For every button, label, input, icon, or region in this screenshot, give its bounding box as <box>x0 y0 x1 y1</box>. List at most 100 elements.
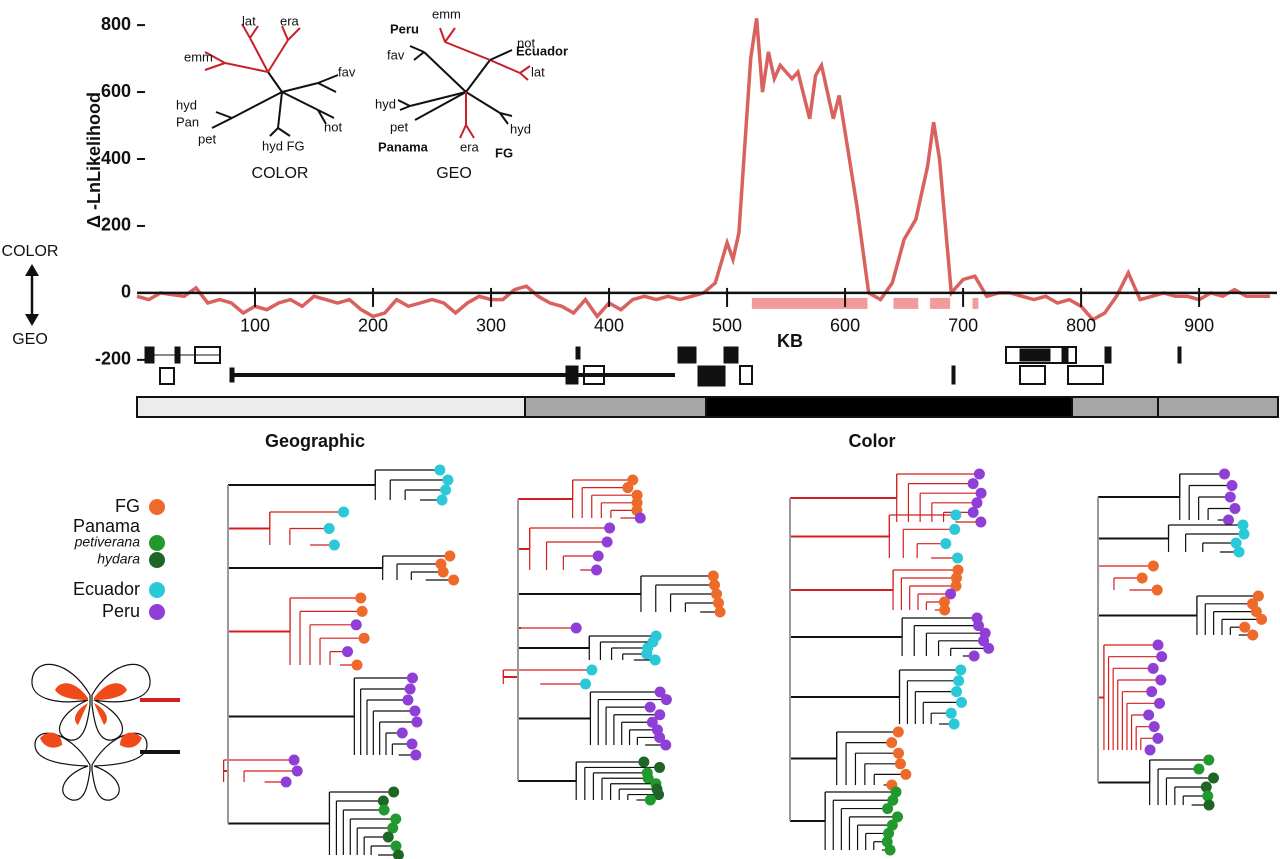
tip <box>406 672 418 684</box>
tip <box>641 648 653 660</box>
tip <box>1203 754 1215 766</box>
tip <box>644 701 656 713</box>
x-tick-label: 700 <box>948 316 978 336</box>
label: hyd <box>176 97 197 112</box>
tip <box>1238 528 1250 540</box>
tip <box>1202 790 1214 802</box>
tip <box>338 506 350 518</box>
tip <box>1200 781 1212 793</box>
tip <box>288 754 300 766</box>
tip <box>644 794 656 806</box>
x-axis-label: KB <box>777 331 803 351</box>
tip <box>939 604 951 616</box>
tip <box>892 726 904 738</box>
tip <box>945 588 957 600</box>
tip <box>388 786 400 798</box>
tip <box>711 588 723 600</box>
tip <box>950 572 962 584</box>
tip <box>1148 721 1160 733</box>
tip <box>1147 560 1159 572</box>
tip <box>940 538 952 550</box>
tip <box>709 579 721 591</box>
tip <box>884 844 896 856</box>
tip <box>983 642 995 654</box>
tip <box>1154 697 1166 709</box>
tip <box>440 484 452 496</box>
tip <box>714 606 726 618</box>
legend-swatch <box>149 499 165 515</box>
y-tick-label: 800 <box>101 14 131 34</box>
tip <box>892 811 904 823</box>
tree-title: Geographic <box>265 431 365 451</box>
tip <box>955 696 967 708</box>
legend-label: Peru <box>102 601 140 621</box>
tip <box>291 765 303 777</box>
label: emm <box>184 49 213 64</box>
highlight-region <box>930 297 951 309</box>
tip <box>1152 732 1164 744</box>
tip <box>402 694 414 706</box>
tip <box>975 516 987 528</box>
tip <box>1152 639 1164 651</box>
tip <box>342 646 354 658</box>
highlight-region <box>893 297 919 309</box>
tip <box>1207 772 1219 784</box>
label: GEO <box>436 165 472 182</box>
tip <box>323 523 335 534</box>
tip <box>894 758 906 770</box>
tip <box>387 822 399 834</box>
tip <box>1143 709 1155 721</box>
tip <box>887 794 899 806</box>
legend-swatch <box>149 582 165 598</box>
y-tick-label: 400 <box>101 148 131 168</box>
tip <box>886 819 898 831</box>
tip <box>634 512 646 524</box>
tip <box>622 482 634 494</box>
tip <box>654 709 666 721</box>
tip <box>892 747 904 759</box>
butterfly <box>31 663 151 801</box>
tip <box>1147 662 1159 674</box>
legend-label: Panama <box>73 516 141 536</box>
tip <box>1239 621 1251 633</box>
side-label: COLOR <box>2 243 59 260</box>
label: emm <box>432 6 461 21</box>
tip <box>350 619 362 631</box>
tip <box>883 827 895 839</box>
likelihood-line <box>136 18 1270 322</box>
tip <box>1233 546 1245 558</box>
tip <box>653 789 665 801</box>
label: lat <box>531 64 545 79</box>
tip <box>378 804 390 816</box>
tip <box>1193 763 1205 775</box>
legend-label: hydara <box>97 551 140 567</box>
label: era <box>460 139 480 154</box>
tip <box>886 737 898 749</box>
tip <box>971 497 983 509</box>
y-axis-label: Δ -LnLikelihood <box>84 92 104 228</box>
tip <box>967 506 979 518</box>
tip <box>396 727 408 739</box>
tip <box>377 795 389 807</box>
tip <box>1155 674 1167 686</box>
tip <box>437 566 449 578</box>
legend-label: Ecuador <box>73 579 140 599</box>
legend-swatch <box>149 604 165 620</box>
phylogeny <box>789 468 995 856</box>
tip <box>591 564 603 576</box>
tip <box>280 776 292 788</box>
tip <box>586 664 598 676</box>
legend-label: petiverana <box>74 534 141 550</box>
phylogeny <box>502 474 726 806</box>
tip <box>358 632 370 644</box>
tip <box>1226 480 1238 491</box>
tip <box>949 523 961 535</box>
tip <box>638 756 650 768</box>
label: hyd <box>375 96 396 111</box>
x-tick-label: 800 <box>1066 316 1096 336</box>
y-tick-label: -200 <box>95 349 131 369</box>
tip <box>900 768 912 780</box>
tip <box>972 620 984 632</box>
tip <box>660 694 672 706</box>
phylogeny <box>1097 468 1268 811</box>
